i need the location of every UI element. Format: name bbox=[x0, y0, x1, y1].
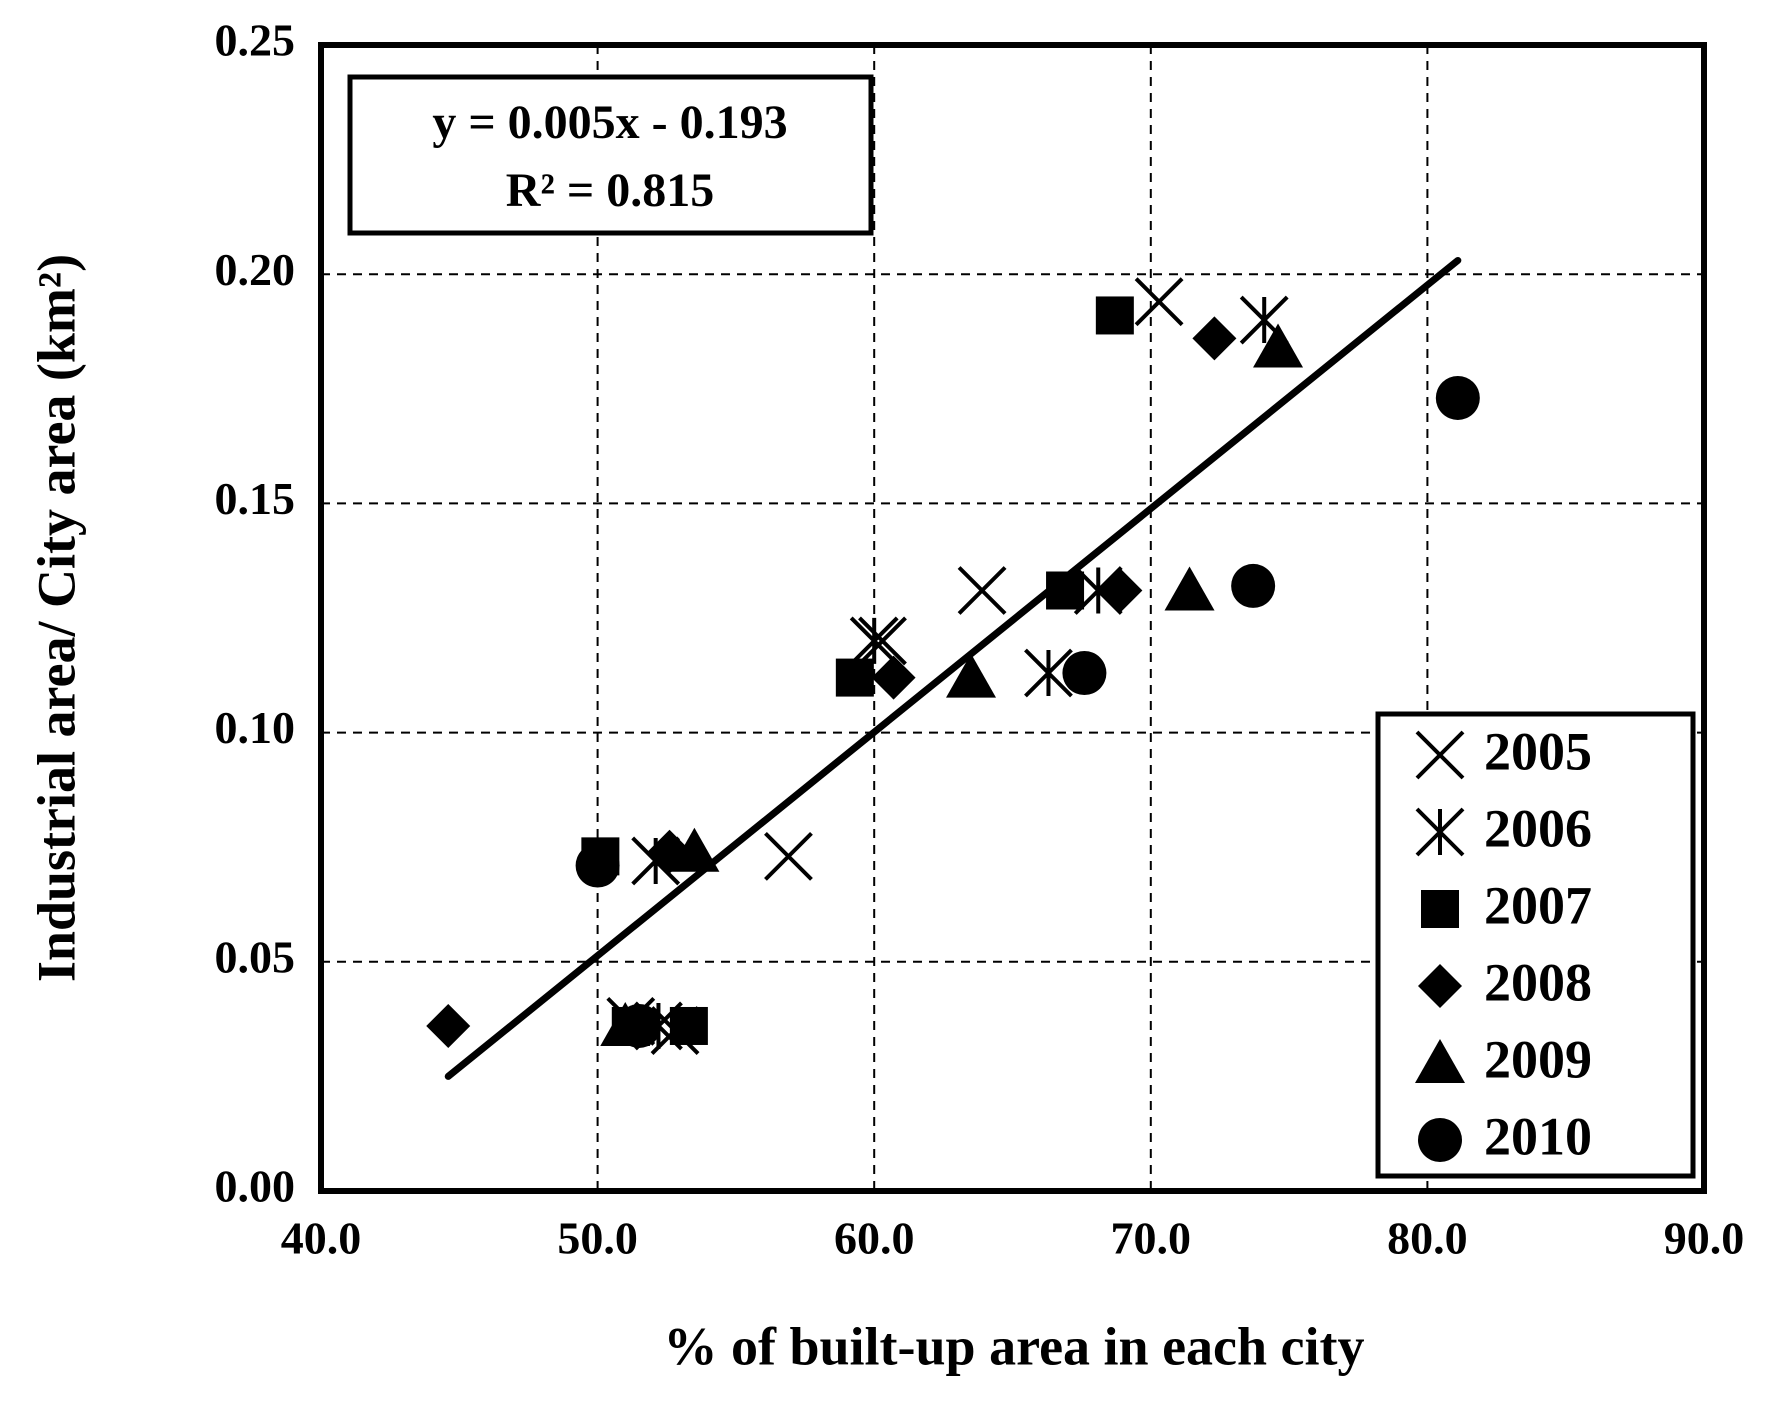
marker bbox=[1134, 277, 1184, 327]
trendline bbox=[444, 256, 1462, 1080]
legend-box bbox=[1375, 711, 1696, 1179]
marker bbox=[575, 843, 620, 888]
marker bbox=[1435, 375, 1480, 420]
marker bbox=[1164, 566, 1215, 611]
marker bbox=[1098, 568, 1143, 613]
marker bbox=[849, 616, 899, 666]
y-axis-title: Industrial area/ City area (km²) bbox=[26, 254, 86, 982]
y-tick-label: 0.15 bbox=[215, 473, 296, 524]
marker bbox=[1418, 1118, 1462, 1162]
x-tick-label: 50.0 bbox=[557, 1213, 638, 1264]
marker bbox=[617, 1003, 662, 1048]
legend: 2005 2006 2007 2008 2009 2010 bbox=[1375, 711, 1696, 1179]
marker bbox=[1024, 648, 1073, 698]
marker bbox=[957, 566, 1007, 615]
marker bbox=[764, 831, 813, 881]
marker bbox=[1415, 807, 1465, 857]
x-tick-label: 90.0 bbox=[1664, 1213, 1745, 1264]
y-tick-label: 0.05 bbox=[215, 931, 296, 982]
legend-label: 2007 bbox=[1484, 875, 1592, 935]
marker bbox=[1231, 563, 1276, 608]
x-tick-label: 70.0 bbox=[1111, 1213, 1192, 1264]
x-tick-label: 60.0 bbox=[834, 1213, 915, 1264]
y-tick-label: 0.00 bbox=[215, 1161, 296, 1212]
marker bbox=[946, 653, 997, 698]
marker bbox=[669, 827, 720, 872]
x-axis-title: % of built-up area in each city bbox=[664, 1316, 1365, 1376]
annotation-box bbox=[347, 74, 874, 236]
marker bbox=[426, 1003, 471, 1048]
marker bbox=[1415, 1039, 1465, 1083]
marker bbox=[835, 658, 874, 697]
marker bbox=[1192, 316, 1237, 361]
plot-frame bbox=[318, 42, 1707, 1194]
legend-label: 2006 bbox=[1484, 798, 1592, 858]
marker bbox=[858, 616, 907, 666]
marker bbox=[1415, 730, 1465, 780]
marker bbox=[669, 1006, 708, 1045]
marker bbox=[1253, 323, 1304, 368]
marker bbox=[871, 655, 916, 700]
marker bbox=[1421, 890, 1459, 928]
y-tick-label: 0.25 bbox=[215, 15, 296, 66]
marker bbox=[1062, 651, 1107, 696]
y-tick-label: 0.10 bbox=[215, 702, 296, 753]
legend-label: 2005 bbox=[1484, 721, 1592, 781]
marker bbox=[1095, 296, 1134, 335]
legend-label: 2008 bbox=[1484, 952, 1592, 1012]
legend-label: 2009 bbox=[1484, 1029, 1592, 1089]
y-tick-label: 0.20 bbox=[215, 244, 296, 295]
annotation: R² = 0.815 bbox=[506, 164, 714, 217]
annotation: y = 0.005x - 0.193 bbox=[432, 96, 787, 149]
marker bbox=[1418, 964, 1462, 1008]
x-tick-label: 40.0 bbox=[281, 1213, 362, 1264]
legend-label: 2010 bbox=[1484, 1106, 1592, 1166]
x-tick-label: 80.0 bbox=[1387, 1213, 1468, 1264]
